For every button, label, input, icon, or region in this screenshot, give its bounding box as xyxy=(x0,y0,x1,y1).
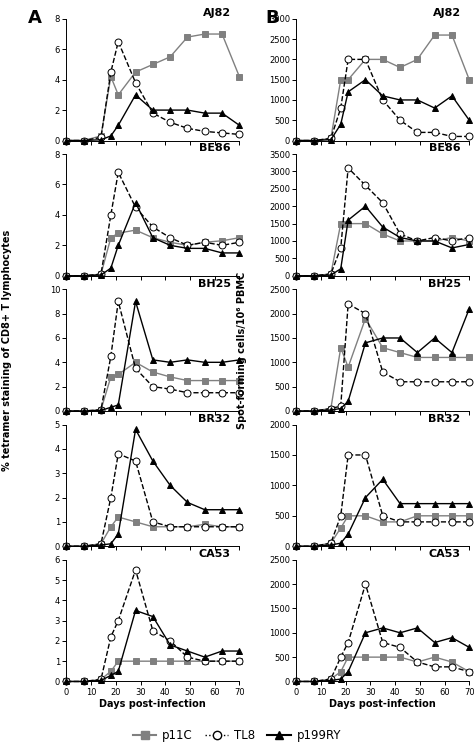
Text: BE86: BE86 xyxy=(429,143,461,154)
X-axis label: Days post-infection: Days post-infection xyxy=(329,700,436,709)
X-axis label: Days post-infection: Days post-infection xyxy=(100,700,206,709)
Text: A: A xyxy=(28,9,42,27)
Legend: p11C, TL8, p199RY: p11C, TL8, p199RY xyxy=(128,724,346,747)
Text: B: B xyxy=(265,9,279,27)
Text: Spot-forming cells/10⁶ PBMC: Spot-forming cells/10⁶ PBMC xyxy=(237,272,247,428)
Text: AJ82: AJ82 xyxy=(202,8,231,18)
Text: CA53: CA53 xyxy=(199,549,231,559)
Text: AJ82: AJ82 xyxy=(432,8,461,18)
Text: CA53: CA53 xyxy=(428,549,461,559)
Text: BR32: BR32 xyxy=(199,413,231,424)
Text: BH25: BH25 xyxy=(198,279,231,288)
Text: BE86: BE86 xyxy=(199,143,231,154)
Text: % tetramer staining of CD8+ T lymphocytes: % tetramer staining of CD8+ T lymphocyte… xyxy=(2,230,12,471)
Text: BR32: BR32 xyxy=(428,413,461,424)
Text: BH25: BH25 xyxy=(428,279,461,288)
